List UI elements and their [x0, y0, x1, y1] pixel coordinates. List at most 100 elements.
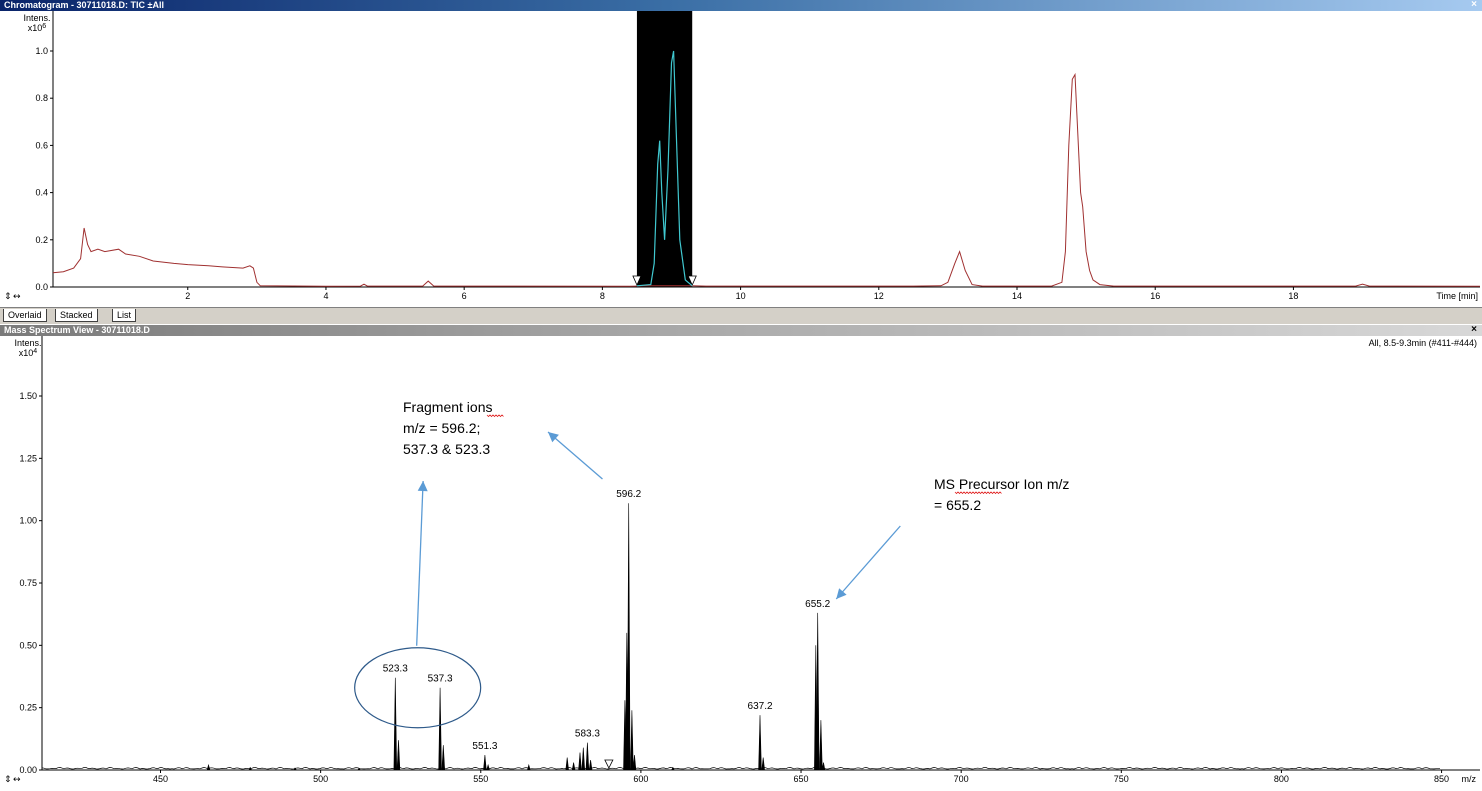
spectrum-peak: [396, 740, 401, 771]
chromatogram-plot[interactable]: Intens.x106 0.0 0.2 0.4 0.6 0.8 1.0 2 4 6 8 10 12 14 1…: [0, 11, 1482, 307]
fragment-arrow-diag: [547, 431, 603, 480]
ms-x-tick-label: 850: [1434, 774, 1449, 784]
spectrum-peak: [293, 767, 297, 771]
chrom-x-tick-label: 4: [323, 291, 328, 301]
tab-stacked[interactable]: Stacked: [55, 309, 98, 322]
fragment-ions-annotation: 537.3 & 523.3: [403, 441, 490, 457]
chrom-y-label: Intens.: [23, 13, 50, 23]
fragment-arrow-up: [416, 480, 424, 646]
chrom-y-tick-label: 0.8: [35, 93, 48, 103]
spectrum-peak: [821, 762, 826, 771]
ms-x-tick-label: 600: [633, 774, 648, 784]
peak-label: 551.3: [472, 741, 497, 752]
chrom-y-tick-label: 1.0: [35, 46, 48, 56]
ms-x-tick-label: 550: [473, 774, 488, 784]
precursor-ion-annotation: = 655.2: [934, 497, 981, 513]
spectrum-peak: [438, 687, 442, 771]
spellcheck-mark: [486, 414, 504, 418]
spectrum-peak: [483, 754, 487, 771]
chrom-x-tick-label: 14: [1012, 291, 1022, 301]
ms-x-tick-label: 750: [1114, 774, 1129, 784]
tic-trace: [52, 72, 1481, 287]
spectrum-peak: [486, 763, 490, 771]
spectrum-peak: [819, 720, 823, 771]
mass-spectrum-titlebar[interactable]: Mass Spectrum View - 30711018.D ×: [0, 325, 1482, 336]
chrom-x-tick-label: 18: [1288, 291, 1298, 301]
ms-y-tick-label: 0.50: [19, 640, 37, 650]
chrom-x-tick-label: 6: [462, 291, 467, 301]
ms-x-tick-label: 450: [153, 774, 168, 784]
chrom-y-tick-label: 0.6: [35, 140, 48, 150]
mass-spectrum-plot[interactable]: Intens.x104 All, 8.5-9.3min (#411-#444) 0.…: [0, 336, 1482, 791]
peak-label: 537.3: [428, 674, 453, 685]
ms-y-tick-label: 1.50: [19, 391, 37, 401]
tab-overlaid[interactable]: Overlaid: [3, 309, 47, 322]
ms-x-tick-label: 700: [954, 774, 969, 784]
peak-label: 583.3: [575, 729, 600, 740]
spectrum-peak: [527, 763, 531, 771]
chrom-x-tick-label: 12: [874, 291, 884, 301]
peak-label: 655.2: [805, 599, 830, 610]
time-selection-range[interactable]: [636, 11, 693, 287]
spectrum-peak: [585, 742, 590, 771]
spectrum-peak: [581, 747, 586, 771]
ms-y-tick-label: 1.25: [19, 453, 37, 463]
ms-y-tick-label: 0.25: [19, 703, 37, 713]
chrom-x-tick-label: 2: [185, 291, 190, 301]
ms-y-label: Intens.: [14, 338, 41, 348]
spectrum-peak: [571, 762, 576, 771]
chrom-zoom-icon[interactable]: ⇕: [4, 292, 12, 302]
chrom-y-tick-label: 0.4: [35, 188, 48, 198]
ms-x-label: m/z: [1462, 774, 1477, 784]
fragment-ions-annotation: m/z = 596.2;: [403, 420, 480, 436]
spectrum-peak: [441, 745, 446, 771]
precursor-marker: [604, 759, 614, 769]
peak-label: 637.2: [748, 701, 773, 712]
precursor-ion-annotation: MS Precursor Ion m/z: [934, 476, 1069, 492]
spectrum-peak: [565, 757, 569, 771]
chromatogram-title: Chromatogram - 30711018.D: TIC ±All: [4, 0, 164, 10]
ms-zoom-icon[interactable]: ⇕: [4, 775, 12, 785]
spectrum-peak: [578, 752, 582, 771]
ms-scan-info: All, 8.5-9.3min (#411-#444): [1369, 338, 1477, 348]
peak-label: 596.2: [616, 489, 641, 500]
chromatogram-titlebar[interactable]: Chromatogram - 30711018.D: TIC ±All ×: [0, 0, 1482, 11]
fragment-arrow-diag-head: [548, 432, 559, 443]
chrom-x-tick-label: 16: [1150, 291, 1160, 301]
chrom-y-tick-label: 0.0: [35, 282, 48, 292]
chrom-x-tick-label: 8: [600, 291, 605, 301]
chromatogram-close-icon[interactable]: ×: [1471, 0, 1477, 10]
spellcheck-mark: [954, 491, 1002, 495]
ms-x-tick-label: 500: [313, 774, 328, 784]
ms-x-tick-label: 650: [794, 774, 809, 784]
spectrum-peak: [761, 757, 765, 771]
tab-list[interactable]: List: [112, 309, 137, 322]
ms-scroll-icon[interactable]: ↔: [13, 775, 21, 785]
chrom-scroll-icon[interactable]: ↔: [13, 292, 21, 302]
mass-spectrum-window: Mass Spectrum View - 30711018.D × Intens…: [0, 325, 1482, 791]
mass-spectrum-title: Mass Spectrum View - 30711018.D: [4, 325, 150, 335]
selection-start-marker[interactable]: [632, 275, 642, 286]
mass-spectrum-close-icon[interactable]: ×: [1471, 324, 1477, 335]
chromatogram-view-tabs: Overlaid Stacked List: [0, 307, 1482, 325]
precursor-arrow: [835, 525, 901, 600]
selected-peak-trace: [636, 50, 693, 287]
ms-x-tick-label: 800: [1274, 774, 1289, 784]
spectrum-peak: [632, 754, 637, 771]
spectrum-peak: [626, 503, 631, 771]
spectrum-peak: [670, 766, 675, 771]
ms-y-unit: x104: [19, 348, 38, 358]
ms-y-tick-label: 1.00: [19, 516, 37, 526]
chrom-y-tick-label: 0.2: [35, 235, 48, 245]
fragment-arrow-up-head: [417, 481, 428, 492]
spectrum-peak: [248, 766, 253, 771]
spectrum-peak: [206, 763, 211, 771]
fragment-ions-annotation: Fragment ions: [403, 399, 492, 415]
spectrum-peak: [815, 612, 820, 771]
spectrum-peak: [758, 715, 762, 771]
fragment-ions-circle: [354, 647, 482, 729]
selection-end-marker[interactable]: [687, 275, 697, 286]
spectrum-peak: [393, 677, 398, 771]
spectrum-peak: [630, 710, 634, 771]
chrom-y-unit: x106: [28, 23, 47, 33]
